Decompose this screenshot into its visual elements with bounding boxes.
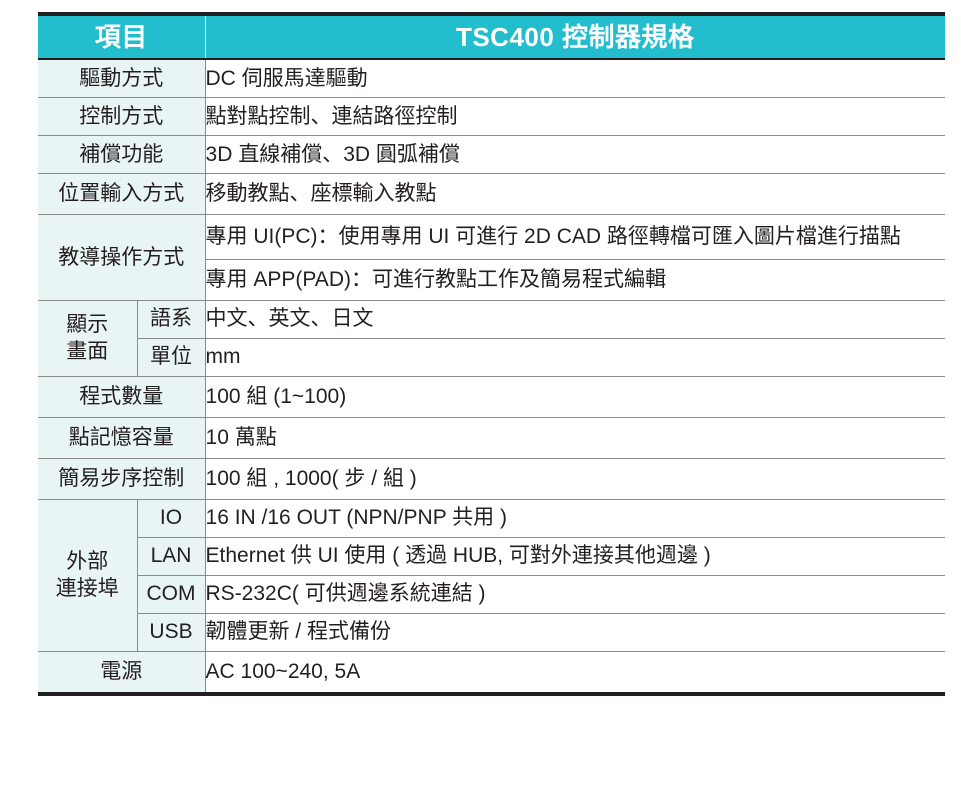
spec-table-container: 項目 TSC400 控制器規格 驅動方式 DC 伺服馬達驅動 控制方式 點對點控… [38,12,946,696]
table-row: COM RS-232C( 可供週邊系統連結 ) [38,575,946,614]
table-row: 電源 AC 100~240, 5A [38,651,946,694]
table-row: USB 韌體更新 / 程式備份 [38,613,946,652]
row-label-point-memory: 點記憶容量 [38,417,206,459]
row-value-usb: 韌體更新 / 程式備份 [205,613,946,652]
table-row: LAN Ethernet 供 UI 使用 ( 透過 HUB, 可對外連接其他週邊… [38,537,946,576]
row-label-position-input: 位置輸入方式 [38,173,206,215]
row-value-unit: mm [205,338,946,377]
sub-label-unit: 單位 [136,338,206,377]
table-row: 簡易步序控制 100 組 , 1000( 步 / 組 ) [38,458,946,500]
row-value-com: RS-232C( 可供週邊系統連結 ) [205,575,946,614]
row-label-program-count: 程式數量 [38,376,206,418]
row-value-lan: Ethernet 供 UI 使用 ( 透過 HUB, 可對外連接其他週邊 ) [205,537,946,576]
row-label-simple-sequence: 簡易步序控制 [38,458,206,500]
table-row: 專用 APP(PAD)：可進行教點工作及簡易程式編輯 [38,259,946,301]
row-value-power-supply: AC 100~240, 5A [205,651,946,694]
table-row: 單位 mm [38,338,946,377]
table-row: 顯示 畫面 語系 中文、英文、日文 [38,300,946,377]
table-row: 教導操作方式 專用 UI(PC)：使用專用 UI 可進行 2D CAD 路徑轉檔… [38,214,946,301]
sub-label-lan: LAN [136,537,206,576]
table-row: 控制方式 點對點控制、連結路徑控制 [38,97,946,136]
row-value-simple-sequence: 100 組 , 1000( 步 / 組 ) [205,458,946,500]
row-value-drive-method: DC 伺服馬達驅動 [205,59,946,98]
table-row: 驅動方式 DC 伺服馬達驅動 [38,59,946,98]
tsc400-spec-table: 項目 TSC400 控制器規格 驅動方式 DC 伺服馬達驅動 控制方式 點對點控… [38,12,946,696]
row-value-position-input: 移動教點、座標輸入教點 [205,173,946,215]
table-row: 補償功能 3D 直線補償、3D 圓弧補償 [38,135,946,174]
row-value-program-count: 100 組 (1~100) [205,376,946,418]
table-row: 外部 連接埠 IO 16 IN /16 OUT (NPN/PNP 共用 ) [38,499,946,652]
header-cell-item: 項目 [38,14,206,60]
row-label-power-supply: 電源 [38,651,206,694]
row-label-external-ports: 外部 連接埠 [38,499,138,652]
row-value-control-method: 點對點控制、連結路徑控制 [205,97,946,136]
row-label-drive-method: 驅動方式 [38,59,206,98]
row-value-language: 中文、英文、日文 [205,300,946,339]
row-value-point-memory: 10 萬點 [205,417,946,459]
row-value-teaching-app-pad: 專用 APP(PAD)：可進行教點工作及簡易程式編輯 [205,259,946,301]
row-value-teaching-ui-pc: 專用 UI(PC)：使用專用 UI 可進行 2D CAD 路徑轉檔可匯入圖片檔進… [205,214,946,260]
row-label-control-method: 控制方式 [38,97,206,136]
sub-label-com: COM [136,575,206,614]
display-label-line-1: 顯示 [66,312,109,336]
external-ports-label-line-2: 連接埠 [55,577,119,601]
table-row: 點記憶容量 10 萬點 [38,417,946,459]
table-row: 程式數量 100 組 (1~100) [38,376,946,418]
row-label-display-screen: 顯示 畫面 [38,300,138,377]
sub-label-language: 語系 [136,300,206,339]
row-label-compensation: 補償功能 [38,135,206,174]
table-header-row: 項目 TSC400 控制器規格 [38,14,946,60]
table-row: 位置輸入方式 移動教點、座標輸入教點 [38,173,946,215]
sub-label-io: IO [136,499,206,538]
display-label-line-2: 畫面 [66,340,109,364]
header-cell-spec: TSC400 控制器規格 [205,14,946,60]
row-value-compensation: 3D 直線補償、3D 圓弧補償 [205,135,946,174]
row-value-io: 16 IN /16 OUT (NPN/PNP 共用 ) [205,499,946,538]
row-label-teaching-operation: 教導操作方式 [38,214,206,301]
external-ports-label-line-1: 外部 [66,549,109,573]
sub-label-usb: USB [136,613,206,652]
